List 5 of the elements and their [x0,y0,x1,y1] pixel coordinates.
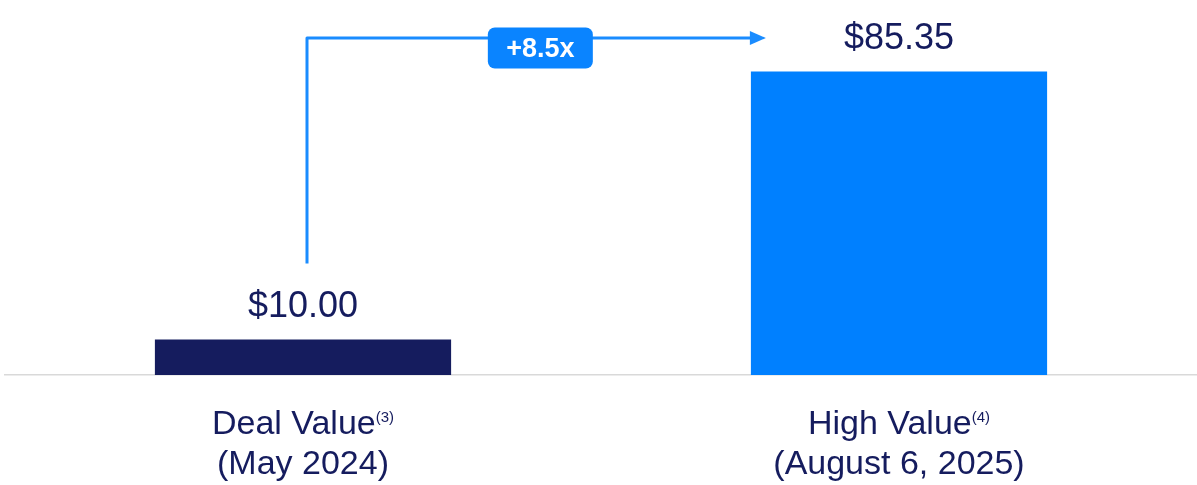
data-label: $85.35 [843,16,955,58]
category-label: High Value$^{(4)}$ (August 6, 2025) [773,403,1025,482]
category-label: Deal Value$^{(3)}$ (May 2024) [211,403,395,482]
text: +8.5x [488,27,593,69]
data-label: $10.00 [247,284,359,326]
